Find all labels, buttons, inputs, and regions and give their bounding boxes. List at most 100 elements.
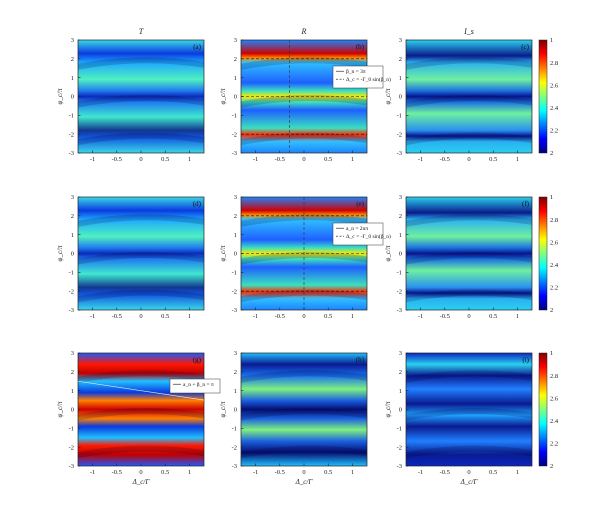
- y-tick-label: 2: [71, 369, 74, 376]
- x-tick-label: 1: [188, 469, 191, 476]
- panel-label: (c): [521, 43, 529, 51]
- x-tick-label: 0.5: [324, 313, 332, 320]
- band-overlay: [241, 370, 367, 459]
- colorbar-tick-label: 2.6: [550, 239, 559, 246]
- x-tick-label: -1: [418, 313, 423, 320]
- y-tick-label: 2: [234, 369, 237, 376]
- panel-label: (e): [356, 200, 364, 208]
- x-tick-label: 1: [351, 156, 354, 163]
- y-tick-label: 3: [234, 350, 237, 357]
- colorbar-tick-label: 2: [550, 463, 553, 470]
- y-tick-label: 1: [399, 75, 402, 82]
- colorbar-tick-label: 2.6: [550, 82, 559, 89]
- band-overlay: [406, 370, 532, 459]
- colorbar-tick-label: 2.8: [550, 60, 558, 67]
- y-axis-label: φ_c/π: [384, 88, 392, 104]
- x-tick-label: 0.5: [489, 469, 497, 476]
- x-tick-label: 0: [139, 313, 142, 320]
- colorbar-tick-label: 2.2: [550, 285, 558, 292]
- panel-i: (i) -1 -0.5 0 0.5 1 3 2 1 0 -1 -2 -3 φ_c/π Δ_c/Γ 1 2.8 2.…: [384, 350, 559, 486]
- column-title-2: I_s: [463, 27, 474, 36]
- x-tick-label: -0.5: [112, 156, 122, 163]
- y-tick-label: 2: [399, 56, 402, 63]
- y-tick-label: -2: [69, 131, 74, 138]
- y-tick-label: -1: [69, 426, 74, 433]
- x-tick-label: 0: [467, 469, 470, 476]
- colorbar-tick-label: 2.4: [550, 262, 559, 269]
- band-overlay: [406, 214, 532, 303]
- legend: β_n = 3πΔ_c = -Γ_0 sin(β_n): [332, 65, 391, 89]
- y-axis-label: φ_c/π: [219, 88, 227, 104]
- y-tick-label: -3: [69, 463, 74, 470]
- y-axis-label: φ_c/π: [384, 401, 392, 417]
- band-overlay: [78, 57, 204, 146]
- x-tick-label: -1: [418, 156, 423, 163]
- y-tick-label: -2: [69, 288, 74, 295]
- colorbar-tick-label: 2.2: [550, 128, 558, 135]
- band-overlay: [78, 214, 204, 303]
- x-tick-label: -0.5: [440, 156, 450, 163]
- panel-d: (d) -1 -0.5 0 0.5 1 3 2 1 0 -1 -2 -3 φ_c/π: [56, 194, 205, 320]
- colorbar-tick-label: 2.4: [550, 105, 559, 112]
- y-tick-label: 2: [71, 213, 74, 220]
- y-tick-label: 3: [71, 194, 74, 201]
- y-tick-label: 1: [399, 232, 402, 239]
- y-tick-label: -1: [232, 426, 237, 433]
- x-tick-label: -1: [253, 156, 258, 163]
- x-tick-label: 0: [302, 313, 305, 320]
- x-tick-label: -0.5: [112, 469, 122, 476]
- x-tick-label: 0: [139, 469, 142, 476]
- panel-label: (a): [193, 43, 201, 51]
- x-tick-label: -0.5: [440, 469, 450, 476]
- y-tick-label: -1: [397, 270, 402, 277]
- heatmap-image: [78, 353, 204, 466]
- y-tick-label: 0: [399, 94, 402, 101]
- x-tick-label: 0: [302, 469, 305, 476]
- panel-g: (g) -1 -0.5 0 0.5 1 3 2 1 0 -1 -2 -3 φ_c/π Δ_c/Γ a_n + …: [56, 350, 221, 486]
- x-tick-label: 1: [516, 313, 519, 320]
- x-tick-label: 0.5: [161, 313, 169, 320]
- x-tick-label: -0.5: [275, 313, 285, 320]
- y-tick-label: 0: [234, 251, 237, 258]
- y-tick-label: 3: [399, 350, 402, 357]
- y-tick-label: 3: [71, 350, 74, 357]
- x-tick-label: 0.5: [161, 469, 169, 476]
- colorbar: 1 2.8 2.6 2.4 2.2 2: [538, 350, 559, 470]
- y-tick-label: -1: [69, 270, 74, 277]
- x-axis-label: Δ_c/Γ: [295, 478, 314, 486]
- colorbar: 1 2.8 2.6 2.4 2.2 2: [538, 194, 559, 314]
- y-axis-label: φ_c/π: [384, 245, 392, 261]
- colorbar-tick-label: 2.2: [550, 441, 558, 448]
- x-tick-label: 0.5: [324, 156, 332, 163]
- heatmap-image: [241, 353, 367, 466]
- y-tick-label: 0: [234, 94, 237, 101]
- y-axis-label: φ_c/π: [219, 401, 227, 417]
- y-tick-label: 3: [71, 37, 74, 44]
- colorbar-tick-label: 2.6: [550, 395, 559, 402]
- y-tick-label: -2: [69, 444, 74, 451]
- x-tick-label: -1: [253, 469, 258, 476]
- heatmap-image: [406, 40, 532, 153]
- panel-c: (c) -1 -0.5 0 0.5 1 3 2 1 0 -1 -2 -3 φ_c/π 1 2.8 2.6 2.4 2…: [384, 37, 559, 163]
- y-tick-label: 1: [234, 232, 237, 239]
- y-tick-label: -1: [397, 426, 402, 433]
- y-tick-label: 0: [71, 407, 74, 414]
- y-tick-label: -3: [397, 463, 402, 470]
- legend-entry: a_n = 2nπ: [346, 226, 368, 232]
- x-tick-label: 1: [188, 156, 191, 163]
- y-tick-label: -1: [232, 270, 237, 277]
- panel-label: (f): [522, 200, 530, 208]
- heatmap-image: [406, 353, 532, 466]
- x-tick-label: 1: [351, 469, 354, 476]
- legend-entry: Δ_c = -Γ_0 sin(β_n): [346, 76, 391, 83]
- band-overlay: [406, 57, 532, 146]
- y-tick-label: -2: [397, 131, 402, 138]
- colorbar-gradient: [538, 352, 548, 467]
- y-tick-label: 0: [399, 407, 402, 414]
- y-tick-label: -3: [232, 463, 237, 470]
- y-tick-label: 3: [399, 194, 402, 201]
